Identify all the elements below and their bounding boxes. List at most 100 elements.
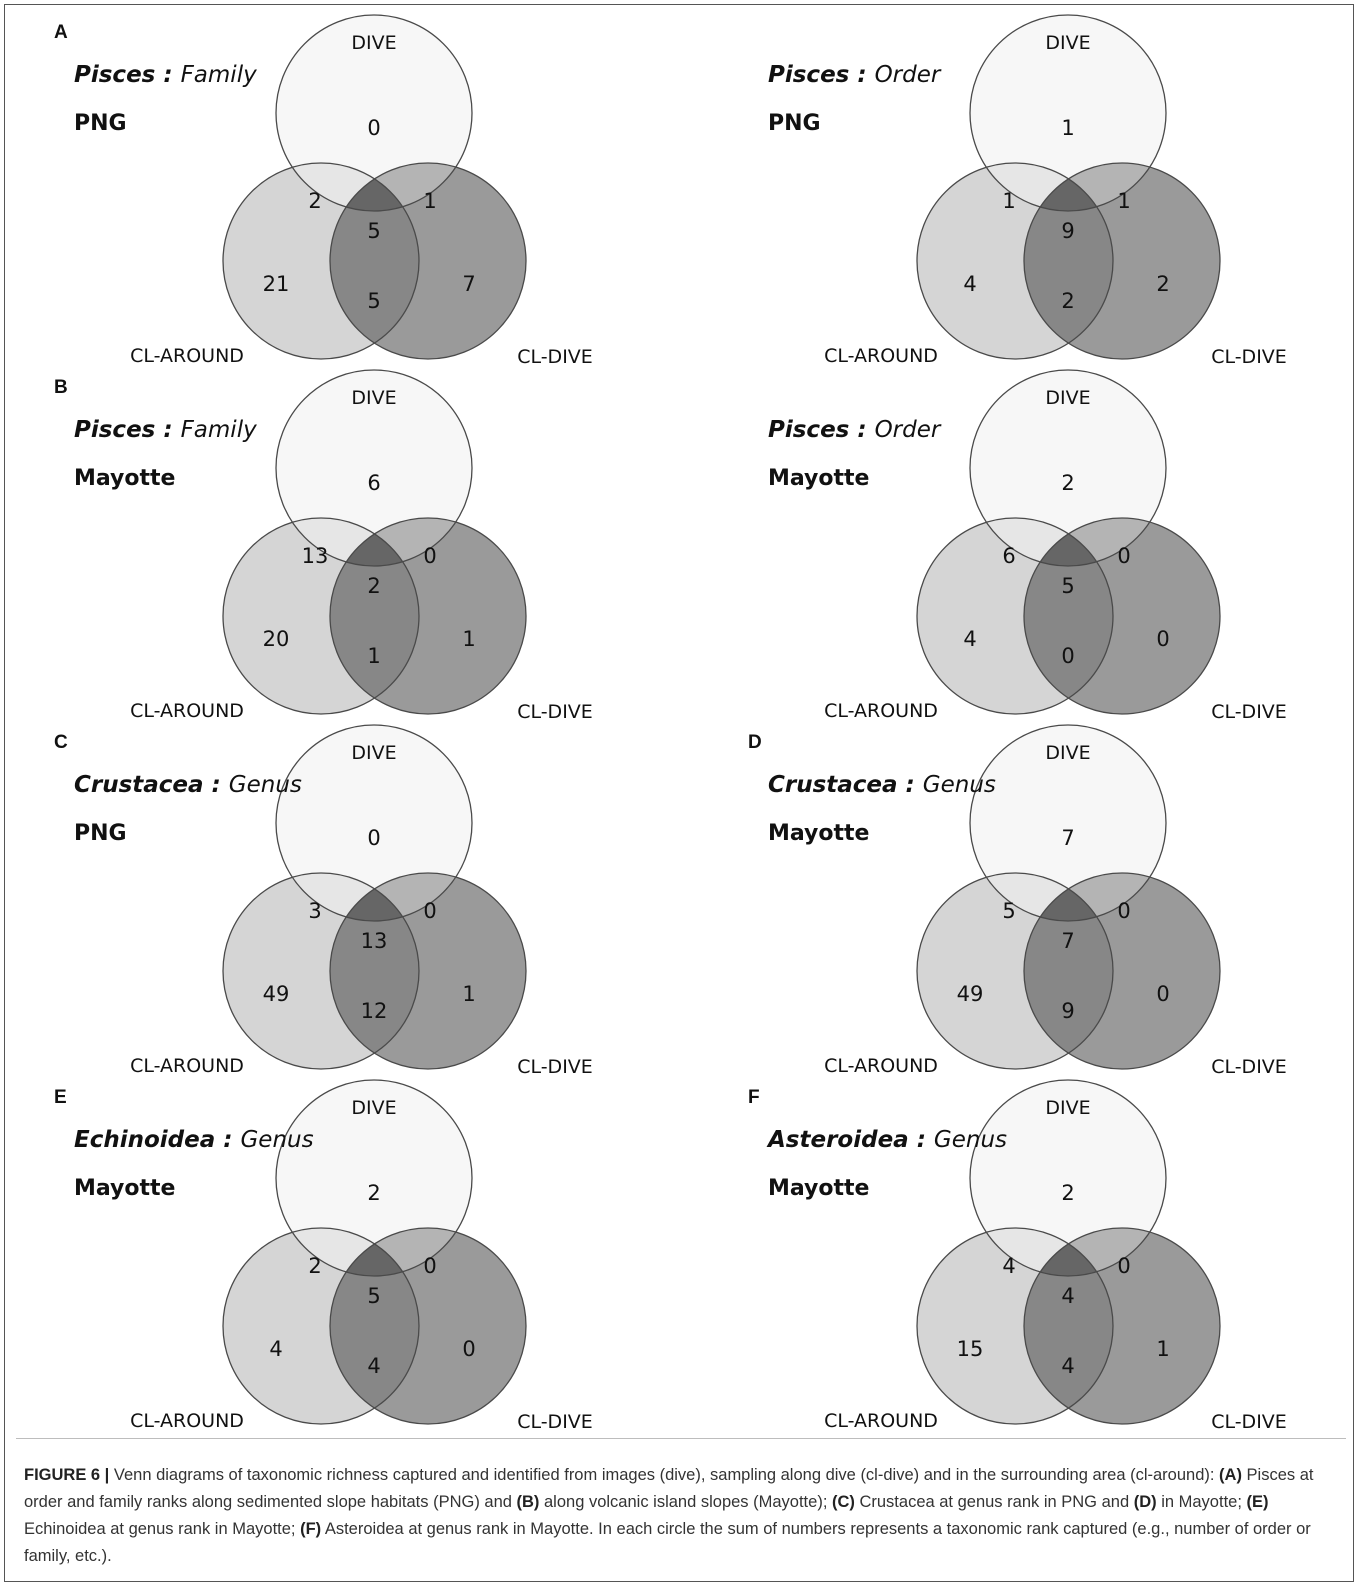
dive-set-fill bbox=[970, 370, 1166, 566]
set-label-cl-around: CL-AROUND bbox=[824, 700, 938, 722]
count-cldive-only: 0 bbox=[1156, 627, 1169, 651]
count-dive-around: 13 bbox=[302, 544, 329, 568]
taxonomic-rank: Family bbox=[180, 62, 257, 88]
venn-diagram: DIVE CL-AROUND CL-DIVE 1 1 1 9 4 2 2 bbox=[824, 14, 1287, 368]
count-around-only: 49 bbox=[263, 982, 290, 1006]
dive-set-fill bbox=[276, 15, 472, 211]
dive-set-outline bbox=[969, 14, 1167, 212]
set-label-cl-around: CL-AROUND bbox=[824, 345, 938, 367]
count-cldive-only: 1 bbox=[462, 627, 475, 651]
caption-intro: Venn diagrams of taxonomic richness capt… bbox=[109, 1466, 1220, 1484]
venn-panel: DIVE CL-AROUND CL-DIVE 1 1 1 9 4 2 2 Pisces : Orde… bbox=[694, 0, 1362, 368]
dive-set-fill bbox=[276, 1080, 472, 1276]
dive-set-fill bbox=[970, 15, 1166, 211]
caption-text-d: in Mayotte; bbox=[1156, 1493, 1247, 1511]
set-label-cl-dive: CL-DIVE bbox=[1211, 701, 1287, 723]
panel-letter: F bbox=[748, 1087, 760, 1108]
cl-dive-set-outline bbox=[329, 872, 527, 1070]
count-dive-cldive: 0 bbox=[423, 1254, 436, 1278]
cl-dive-set-outline bbox=[1023, 517, 1221, 715]
caption-text-f: Asteroidea at genus rank in Mayotte. In … bbox=[24, 1520, 1311, 1565]
count-all-three: 5 bbox=[367, 219, 380, 243]
venn-panel: DIVE CL-AROUND CL-DIVE 0 3 0 13 49 12 1 C Crustacea… bbox=[0, 710, 680, 1078]
set-label-dive: DIVE bbox=[351, 387, 396, 409]
venn-diagram: DIVE CL-AROUND CL-DIVE 2 4 0 4 15 4 1 bbox=[824, 1079, 1287, 1433]
count-dive-only: 1 bbox=[1061, 116, 1074, 140]
taxonomic-rank: Order bbox=[874, 62, 941, 88]
count-dive-around: 1 bbox=[1002, 189, 1015, 213]
cl-dive-set-outline bbox=[329, 517, 527, 715]
set-label-cl-around: CL-AROUND bbox=[824, 1410, 938, 1432]
count-dive-cldive: 0 bbox=[423, 544, 436, 568]
caption-tag-d: (D) bbox=[1133, 1493, 1157, 1511]
venn-diagram: DIVE CL-AROUND CL-DIVE 6 13 0 2 20 1 1 bbox=[130, 369, 593, 723]
set-label-cl-dive: CL-DIVE bbox=[1211, 346, 1287, 368]
dive-set-fill bbox=[276, 725, 472, 921]
caption-divider bbox=[16, 1438, 1346, 1439]
cl-dive-set-outline bbox=[329, 1227, 527, 1425]
set-label-cl-around: CL-AROUND bbox=[130, 700, 244, 722]
taxonomic-rank: Genus bbox=[933, 1127, 1008, 1153]
panel-letter: D bbox=[748, 732, 762, 753]
dive-set-outline bbox=[969, 369, 1167, 567]
caption-text-a: Pisces at order and family ranks along s… bbox=[24, 1466, 1314, 1511]
count-dive-only: 7 bbox=[1061, 826, 1074, 850]
panel-letter: E bbox=[54, 1087, 67, 1108]
count-around-cldive: 9 bbox=[1061, 999, 1074, 1023]
count-dive-only: 2 bbox=[1061, 471, 1074, 495]
panel-site: Mayotte bbox=[74, 466, 176, 491]
dive-set-outline bbox=[275, 369, 473, 567]
set-label-cl-dive: CL-DIVE bbox=[1211, 1411, 1287, 1433]
panel-site: PNG bbox=[768, 111, 821, 136]
count-dive-cldive: 1 bbox=[1117, 189, 1130, 213]
panel-taxon-rank: Crustacea : Genus bbox=[74, 772, 302, 798]
count-cldive-only: 0 bbox=[462, 1337, 475, 1361]
count-all-three: 13 bbox=[361, 929, 388, 953]
cl-around-set-outline bbox=[222, 1227, 420, 1425]
taxon-name: Pisces : bbox=[74, 417, 181, 443]
set-label-cl-around: CL-AROUND bbox=[130, 1055, 244, 1077]
set-label-cl-around: CL-AROUND bbox=[130, 1410, 244, 1432]
around-cldive-overlap bbox=[330, 518, 419, 714]
count-around-only: 4 bbox=[963, 627, 976, 651]
cl-around-set-outline bbox=[222, 162, 420, 360]
set-label-dive: DIVE bbox=[351, 742, 396, 764]
dive-set-outline bbox=[275, 1079, 473, 1277]
panel-site: PNG bbox=[74, 111, 127, 136]
count-dive-only: 2 bbox=[367, 1181, 380, 1205]
count-dive-around: 2 bbox=[308, 1254, 321, 1278]
count-cldive-only: 1 bbox=[1156, 1337, 1169, 1361]
set-label-dive: DIVE bbox=[1045, 742, 1090, 764]
taxonomic-rank: Genus bbox=[240, 1127, 314, 1153]
count-around-cldive: 4 bbox=[367, 1354, 380, 1378]
count-around-cldive: 0 bbox=[1061, 644, 1074, 668]
panel-site: PNG bbox=[74, 821, 127, 846]
count-dive-around: 3 bbox=[308, 899, 321, 923]
set-label-cl-dive: CL-DIVE bbox=[517, 1411, 593, 1433]
caption-text-b: along volcanic island slopes (Mayotte); bbox=[539, 1493, 832, 1511]
venn-panels: DIVE CL-AROUND CL-DIVE 0 2 1 5 21 5 7 A Pisces : Fa… bbox=[0, 0, 1362, 1433]
count-cldive-only: 1 bbox=[462, 982, 475, 1006]
taxon-name: Echinoidea : bbox=[74, 1127, 241, 1153]
count-dive-only: 0 bbox=[367, 826, 380, 850]
taxon-name: Pisces : bbox=[74, 62, 181, 88]
set-label-dive: DIVE bbox=[1045, 387, 1090, 409]
cl-around-set-outline bbox=[916, 872, 1114, 1070]
count-dive-only: 2 bbox=[1061, 1181, 1074, 1205]
count-dive-cldive: 0 bbox=[423, 899, 436, 923]
dive-set-fill bbox=[970, 1080, 1166, 1276]
cl-dive-set-outline bbox=[329, 162, 527, 360]
set-label-cl-around: CL-AROUND bbox=[824, 1055, 938, 1077]
around-cldive-overlap bbox=[1024, 873, 1113, 1069]
count-around-cldive: 12 bbox=[361, 999, 388, 1023]
venn-diagram: DIVE CL-AROUND CL-DIVE 2 6 0 5 4 0 0 bbox=[824, 369, 1287, 723]
set-label-dive: DIVE bbox=[1045, 1097, 1090, 1119]
caption-figure-label: FIGURE 6 | bbox=[24, 1466, 110, 1484]
dive-set-outline bbox=[969, 1079, 1167, 1277]
cl-around-set-outline bbox=[916, 517, 1114, 715]
around-cldive-overlap bbox=[330, 873, 419, 1069]
venn-panel: DIVE CL-AROUND CL-DIVE 2 4 0 4 15 4 1 F Asteroidea … bbox=[694, 1065, 1362, 1433]
taxon-name: Crustacea : bbox=[768, 772, 923, 798]
venn-panel: DIVE CL-AROUND CL-DIVE 6 13 0 2 20 1 1 B Pisces : F… bbox=[0, 355, 680, 723]
